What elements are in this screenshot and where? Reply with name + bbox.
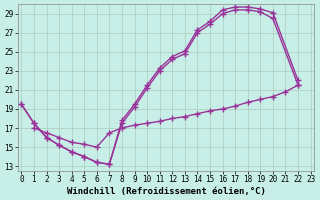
X-axis label: Windchill (Refroidissement éolien,°C): Windchill (Refroidissement éolien,°C) xyxy=(67,187,265,196)
